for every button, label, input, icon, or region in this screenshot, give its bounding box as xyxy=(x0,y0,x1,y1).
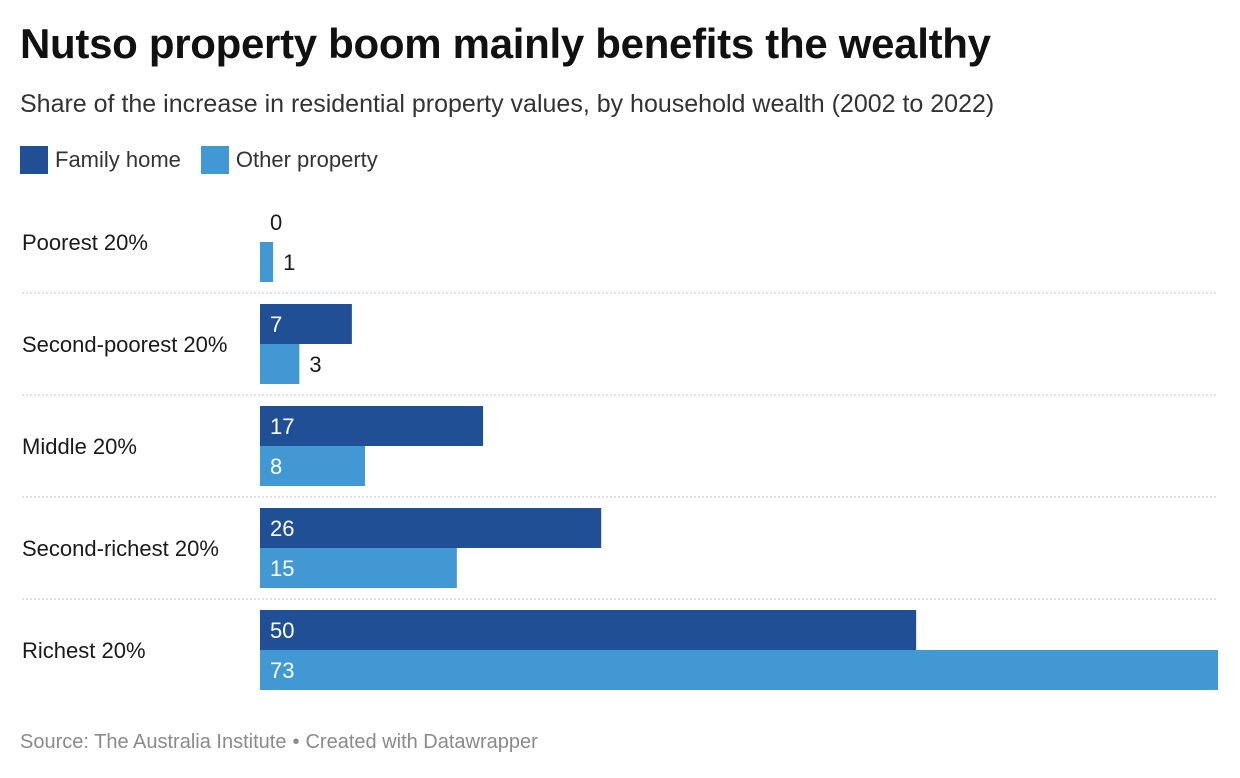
legend-swatch-other-property xyxy=(200,146,229,174)
footer-separator: • xyxy=(292,731,300,753)
data-label: 50 xyxy=(270,618,294,643)
bar-other-property xyxy=(260,446,365,486)
data-label: 7 xyxy=(270,312,282,337)
legend-item-other-property: Other property xyxy=(200,146,378,174)
legend: Family home Other property xyxy=(20,146,378,174)
legend-swatch-family-home xyxy=(20,146,48,174)
legend-item-family-home: Family home xyxy=(20,146,181,174)
source-text: Source: The Australia Institute xyxy=(20,731,287,753)
bar-other-property xyxy=(260,344,300,384)
data-label: 8 xyxy=(270,454,282,479)
chart-subtitle: Share of the increase in residential pro… xyxy=(20,90,995,118)
bar-family-home xyxy=(260,304,352,344)
data-label: 17 xyxy=(270,414,294,439)
bar-family-home xyxy=(260,610,917,650)
data-label: 26 xyxy=(270,516,294,541)
data-label: 15 xyxy=(270,556,294,581)
bar-family-home xyxy=(260,508,602,548)
category-label: Second-richest 20% xyxy=(22,536,219,561)
bar-other-property xyxy=(260,548,457,588)
bar-family-home xyxy=(260,406,484,446)
credit-text: Created with Datawrapper xyxy=(305,731,538,753)
legend-label-other-property: Other property xyxy=(235,147,378,172)
data-label: 0 xyxy=(270,210,282,235)
data-label: 1 xyxy=(283,250,295,275)
chart-title: Nutso property boom mainly benefits the … xyxy=(20,20,991,67)
data-label: 3 xyxy=(309,352,321,377)
category-label: Middle 20% xyxy=(22,434,137,459)
bar-other-property xyxy=(260,650,1218,690)
data-label: 73 xyxy=(270,658,294,683)
footer: Source: The Australia Institute • Created … xyxy=(20,731,538,754)
bar-other-property xyxy=(260,242,274,282)
category-label: Second-poorest 20% xyxy=(22,332,227,357)
category-label: Richest 20% xyxy=(22,638,146,663)
category-label: Poorest 20% xyxy=(22,230,148,255)
legend-label-family-home: Family home xyxy=(55,147,181,172)
